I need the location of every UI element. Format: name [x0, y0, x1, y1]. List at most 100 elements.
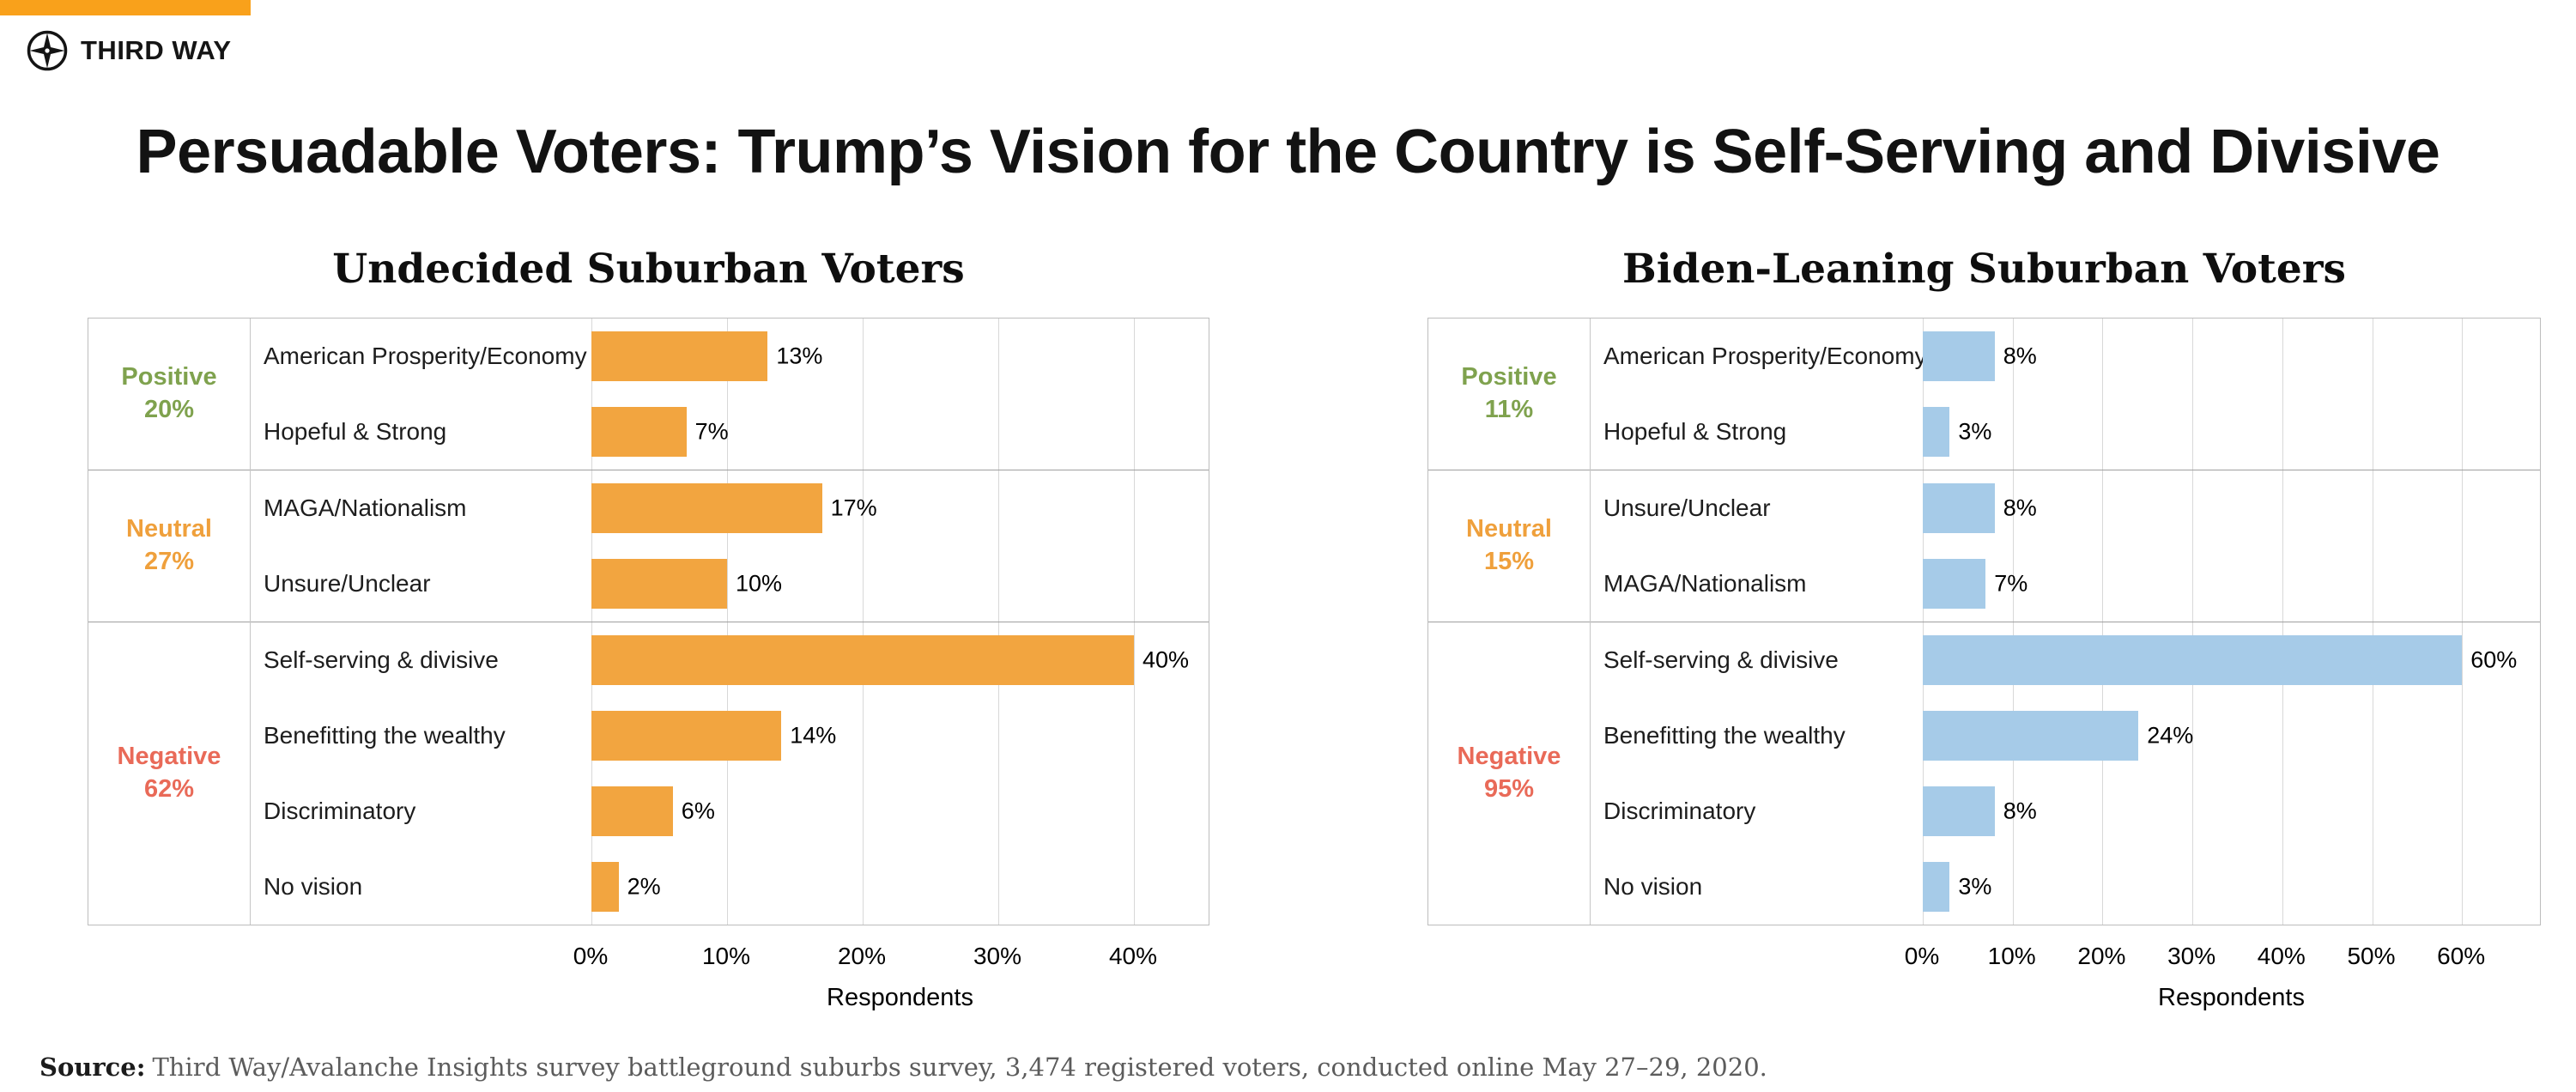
axis-tick-label: 10%	[701, 942, 751, 969]
category-label: Hopeful & Strong	[1603, 417, 1787, 445]
value-label: 3%	[1958, 418, 1992, 445]
value-bar	[1923, 786, 1995, 836]
source-note: Source: Third Way/Avalanche Insights surv…	[39, 1053, 1767, 1082]
value-label: 6%	[681, 798, 715, 824]
group-name: Neutral	[1466, 515, 1552, 543]
category-label: MAGA/Nationalism	[264, 494, 467, 521]
group-label: Negative 62%	[88, 622, 250, 925]
value-bar	[591, 406, 687, 457]
axis-tick-label: 30%	[973, 942, 1022, 969]
category-label: Hopeful & Strong	[264, 417, 447, 445]
axis-tick-label: 0%	[573, 942, 609, 969]
category-label: Benefitting the wealthy	[1603, 721, 1846, 749]
chart-row: Discriminatory 8%	[1428, 774, 2540, 849]
chart-row: Self-serving & divisive 40%	[88, 622, 1209, 698]
group-percent: 62%	[143, 774, 195, 803]
chart-title: Undecided Suburban Voters	[332, 246, 965, 293]
value-bar	[591, 331, 768, 381]
category-label: Self-serving & divisive	[264, 646, 499, 673]
category-label: Self-serving & divisive	[1603, 646, 1839, 673]
group-column-divider	[250, 318, 251, 925]
chart-undecided-suburban-voters: Undecided Suburban Voters Positive 20% Ame…	[88, 247, 1209, 1027]
chart-row: Benefitting the wealthy 14%	[88, 698, 1209, 774]
value-label: 3%	[1958, 873, 1992, 900]
group-percent: 15%	[1483, 547, 1535, 575]
chart-row: Unsure/Unclear 8%	[1428, 470, 2540, 546]
compass-icon	[27, 30, 68, 71]
third-way-logo: THIRD WAY	[26, 29, 232, 72]
chart-row: Self-serving & divisive 60%	[1428, 622, 2540, 698]
value-label: 14%	[790, 722, 837, 749]
value-bar	[591, 482, 822, 533]
axis-tick-label: 40%	[1108, 942, 1158, 969]
chart-row: Hopeful & Strong 3%	[1428, 394, 2540, 470]
category-label: Unsure/Unclear	[1603, 494, 1771, 521]
value-label: 10%	[736, 570, 783, 597]
axis-tick-label: 10%	[1987, 942, 2036, 969]
value-bar	[591, 861, 619, 912]
value-label: 2%	[627, 873, 661, 900]
group-percent: 27%	[143, 547, 195, 575]
value-label: 7%	[694, 418, 729, 445]
chart-x-axis: Respondents 0% 10% 20% 30% 40%	[88, 937, 1209, 1027]
chart-row: Discriminatory 6%	[88, 774, 1209, 849]
value-bar	[1923, 331, 1995, 381]
x-axis-label: Respondents	[2158, 983, 2305, 1011]
category-label: American Prosperity/Economy	[264, 342, 587, 369]
category-label: Discriminatory	[1603, 797, 1756, 824]
brand-name: THIRD WAY	[81, 35, 232, 65]
category-label: No vision	[264, 872, 363, 900]
source-text: Third Way/Avalanche Insights survey batt…	[152, 1053, 1767, 1082]
group-name: Negative	[117, 743, 221, 770]
x-axis-label: Respondents	[827, 983, 973, 1011]
chart-plot-area: Positive 11% American Prosperity/Economy 8%…	[1427, 317, 2541, 925]
value-bar	[591, 558, 727, 609]
value-bar	[591, 710, 782, 761]
value-bar	[1923, 861, 1950, 912]
chart-row: American Prosperity/Economy 13%	[88, 318, 1209, 394]
chart-title: Biden-Leaning Suburban Voters	[1622, 246, 2346, 293]
page-title: Persuadable Voters: Trump’s Vision for t…	[136, 118, 2440, 186]
value-label: 17%	[830, 494, 877, 521]
chart-row: Unsure/Unclear 10%	[88, 546, 1209, 622]
value-label: 8%	[2003, 798, 2037, 824]
value-label: 60%	[2470, 646, 2518, 673]
group-percent: 11%	[1484, 395, 1534, 423]
group-column-divider	[1590, 318, 1591, 925]
value-bar	[1923, 710, 2139, 761]
category-group-neutral: Neutral 27% MAGA/Nationalism 17% Unsure/Uncl…	[88, 469, 1209, 622]
chart-row: No vision 2%	[88, 849, 1209, 925]
category-group-positive: Positive 11% American Prosperity/Economy 8%…	[1428, 318, 2540, 470]
value-label: 8%	[2003, 494, 2037, 521]
category-group-negative: Negative 95% Self-serving & divisive 60% Ben…	[1428, 621, 2540, 925]
group-percent: 95%	[1483, 774, 1535, 803]
chart-row: Hopeful & Strong 7%	[88, 394, 1209, 470]
axis-tick-label: 20%	[837, 942, 887, 969]
category-label: No vision	[1603, 872, 1703, 900]
group-name: Neutral	[126, 515, 212, 543]
category-label: Benefitting the wealthy	[264, 721, 506, 749]
category-group-negative: Negative 62% Self-serving & divisive 40% Ben…	[88, 621, 1209, 925]
category-group-neutral: Neutral 15% Unsure/Unclear 8% MAGA/Nationali…	[1428, 469, 2540, 622]
group-name: Positive	[1461, 363, 1557, 391]
chart-row: American Prosperity/Economy 8%	[1428, 318, 2540, 394]
value-bar	[1923, 482, 1995, 533]
value-label: 13%	[776, 343, 823, 369]
value-label: 24%	[2147, 722, 2194, 749]
chart-plot-area: Positive 20% American Prosperity/Economy 13…	[88, 317, 1209, 925]
brand-stripe	[0, 0, 251, 15]
value-bar	[1923, 406, 1950, 457]
value-label: 7%	[1994, 570, 2028, 597]
group-label: Negative 95%	[1428, 622, 1590, 925]
axis-tick-label: 60%	[2437, 942, 2486, 969]
group-name: Negative	[1457, 743, 1561, 770]
chart-biden-leaning-suburban-voters: Biden-Leaning Suburban Voters Positive 11…	[1427, 247, 2541, 1027]
category-label: MAGA/Nationalism	[1603, 569, 1807, 597]
value-label: 8%	[2003, 343, 2037, 369]
category-label: American Prosperity/Economy	[1603, 342, 1927, 369]
value-label: 40%	[1143, 646, 1190, 673]
source-label: Source:	[39, 1053, 146, 1082]
chart-row: MAGA/Nationalism 17%	[88, 470, 1209, 546]
group-label: Positive 11%	[1428, 318, 1590, 470]
group-percent: 20%	[143, 395, 195, 423]
